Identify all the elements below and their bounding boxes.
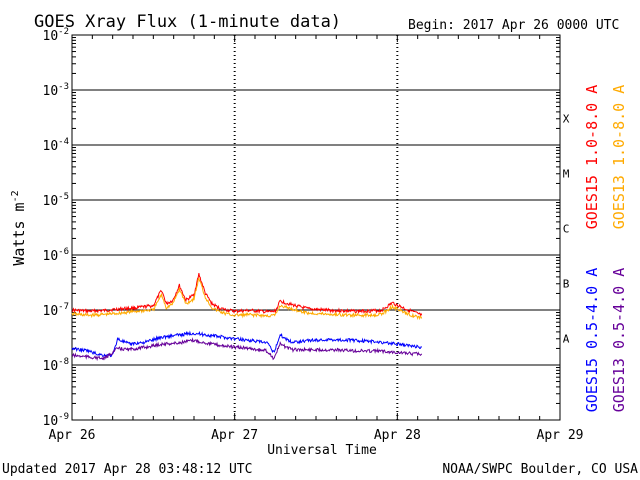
y-axis-label: Watts m-2 bbox=[10, 190, 28, 265]
y-tick-base: 10 bbox=[43, 359, 59, 374]
svg-text:Watts m-2: Watts m-2 bbox=[10, 190, 28, 265]
y-tick-label: 10-6 bbox=[43, 247, 70, 264]
series-line bbox=[71, 273, 423, 317]
x-tick-label: Apr 27 bbox=[211, 428, 258, 443]
decade-gridlines bbox=[72, 89, 560, 366]
plot-area bbox=[71, 34, 561, 421]
series-line bbox=[71, 277, 423, 321]
y-tick-base: 10 bbox=[43, 29, 59, 44]
y-tick-label: 10-2 bbox=[43, 27, 70, 44]
y-tick-exponent: -6 bbox=[58, 247, 69, 257]
x-tick-labels: Apr 26 Apr 27 Apr 28 Apr 29 bbox=[49, 428, 584, 443]
y-tick-exponent: -5 bbox=[58, 192, 69, 202]
x-tick-label: Apr 29 bbox=[537, 428, 584, 443]
x-tick-label: Apr 28 bbox=[374, 428, 421, 443]
y-tick-exponent: -8 bbox=[58, 357, 69, 367]
flare-class-label: M bbox=[563, 168, 570, 181]
plot-frame bbox=[71, 34, 561, 421]
flare-class-label: B bbox=[563, 278, 570, 291]
begin-label: Begin: 2017 Apr 26 0000 UTC bbox=[408, 18, 619, 33]
y-tick-exponent: -7 bbox=[58, 302, 69, 312]
x-axis-label: Universal Time bbox=[267, 443, 377, 458]
y-tick-label: 10-7 bbox=[43, 302, 70, 319]
y-tick-exponent: -4 bbox=[58, 137, 69, 147]
y-tick-label: 10-9 bbox=[43, 412, 70, 429]
y-tick-exponent: -9 bbox=[58, 412, 69, 422]
y-tick-label: 10-4 bbox=[43, 137, 70, 154]
flare-class-label: A bbox=[563, 333, 570, 346]
source-credit: NOAA/SWPC Boulder, CO USA bbox=[442, 462, 638, 477]
y-axis-label-base: Watts m bbox=[10, 202, 28, 265]
y-axis-label-exponent: -2 bbox=[10, 190, 21, 202]
y-tick-label: 10-5 bbox=[43, 192, 70, 209]
y-tick-base: 10 bbox=[43, 139, 59, 154]
y-tick-exponent: -2 bbox=[58, 27, 69, 37]
legend-entry: GOES15 0.5-4.0 A bbox=[583, 268, 601, 413]
legend-entry: GOES13 1.0-8.0 A bbox=[610, 85, 628, 230]
y-tick-exponent: -3 bbox=[58, 82, 69, 92]
series-line bbox=[71, 337, 423, 362]
flux-series bbox=[71, 273, 423, 362]
axis-ticks bbox=[71, 35, 561, 420]
flare-class-labels: X M C B A bbox=[563, 113, 570, 346]
y-tick-label: 10-3 bbox=[43, 82, 70, 99]
y-tick-base: 10 bbox=[43, 304, 59, 319]
y-tick-labels: 10-210-310-410-510-610-710-810-9 bbox=[43, 27, 70, 429]
day-divider-lines bbox=[233, 35, 399, 420]
updated-timestamp: Updated 2017 Apr 28 03:48:12 UTC bbox=[2, 462, 252, 477]
y-tick-base: 10 bbox=[43, 194, 59, 209]
y-tick-base: 10 bbox=[43, 84, 59, 99]
y-tick-base: 10 bbox=[43, 414, 59, 429]
flare-class-label: X bbox=[563, 113, 570, 126]
y-tick-base: 10 bbox=[43, 249, 59, 264]
x-tick-label: Apr 26 bbox=[49, 428, 96, 443]
series-line bbox=[71, 330, 423, 358]
legend-entry: GOES15 1.0-8.0 A bbox=[583, 85, 601, 230]
legend-entry: GOES13 0.5-4.0 A bbox=[610, 268, 628, 413]
y-tick-label: 10-8 bbox=[43, 357, 70, 374]
legend: GOES15 1.0-8.0 A GOES13 1.0-8.0 A GOES15 0… bbox=[583, 85, 628, 413]
flare-class-label: C bbox=[563, 223, 570, 236]
chart-title: GOES Xray Flux (1-minute data) bbox=[34, 12, 341, 32]
